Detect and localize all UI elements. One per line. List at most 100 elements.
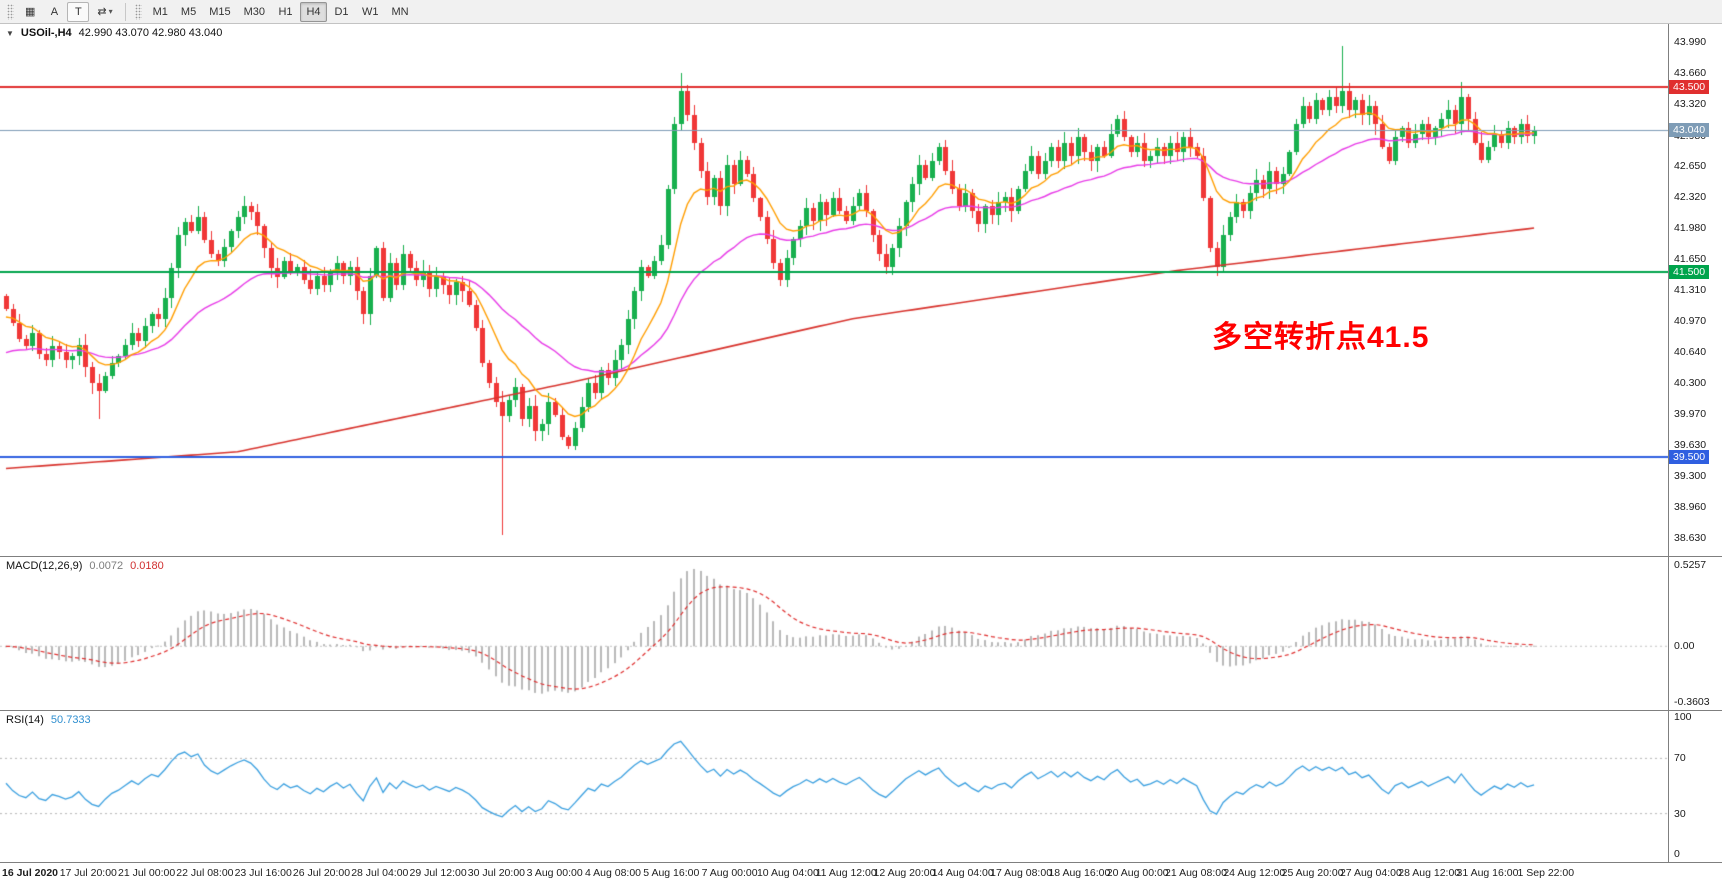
time-axis-label: 17 Aug 08:00 [990,867,1053,879]
macd-title: MACD(12,26,9) 0.0072 0.0180 [6,560,164,572]
macd-axis: 0.5257 0.00 -0.3603 [1668,557,1722,710]
time-axis-label: 21 Jul 00:00 [117,867,176,879]
toolbar-grip[interactable] [7,3,14,20]
rsi-axis-label: 70 [1674,752,1686,765]
price-axis-label: 39.300 [1674,469,1707,482]
price-axis-label: 41.310 [1674,284,1707,296]
price-axis: 43.99043.66043.32042.98042.65042.32041.9… [1668,24,1722,556]
price-badge: 39.500 [1669,450,1710,465]
chart-title: ▼ USOil-,H4 42.990 43.070 42.980 43.040 [6,27,222,39]
price-axis-label: 40.300 [1674,377,1707,390]
time-axis-label: 5 Aug 16:00 [643,867,700,879]
macd-main-value: 0.0072 [89,560,124,572]
timeframe-button-m1[interactable]: M1 [147,2,174,22]
grid-tool-button[interactable]: ▦ [19,2,41,22]
time-axis-label: 27 Aug 04:00 [1339,867,1402,879]
panel-divider[interactable] [0,556,1722,557]
macd-signal-value: 0.0180 [130,560,164,572]
timeframe-bar-grip[interactable] [134,3,142,20]
macd-panel: MACD(12,26,9) 0.0072 0.0180 0.5257 0.00 -0… [0,557,1722,710]
time-axis-label: 18 Aug 16:00 [1048,867,1111,879]
price-axis-label: 43.660 [1674,66,1707,79]
time-axis-label: 10 Aug 04:00 [756,867,819,879]
price-axis-label: 40.640 [1674,345,1707,358]
rsi-title: RSI(14) 50.7333 [6,714,91,726]
toolbar-separator [124,2,126,21]
rsi-canvas[interactable] [0,711,1668,862]
timeframe-button-w1[interactable]: W1 [356,2,385,22]
time-axis-label: 21 Aug 08:00 [1165,867,1227,879]
template-tool-button[interactable]: T [67,1,90,22]
time-axis-label: 26 Jul 20:00 [292,867,351,879]
panel-divider[interactable] [0,710,1722,711]
rsi-axis-label: 100 [1674,711,1692,723]
rsi-axis: 100 70 30 0 [1668,711,1722,862]
time-axis-label: 7 Aug 00:00 [701,867,758,879]
rsi-panel: RSI(14) 50.7333 100 70 30 0 [0,711,1722,862]
macd-axis-label: 0.00 [1674,640,1695,653]
price-axis-label: 39.630 [1674,439,1707,452]
time-axis-label: 16 Jul 2020 [1,867,59,879]
grid-icon: ▦ [25,6,36,18]
timeframe-bar: M1 M5 M15 M30 H1 H4 D1 W1 MN [147,1,415,22]
price-axis-label: 42.320 [1674,190,1707,203]
symbol-label: USOil-,H4 [20,27,72,39]
rsi-label: RSI(14) [6,714,44,726]
price-axis-label: 41.650 [1674,252,1707,265]
timeframe-button-m5[interactable]: M5 [175,2,202,22]
price-axis-label: 39.970 [1674,407,1707,420]
text-label-tool-button[interactable]: A [43,2,65,22]
price-axis-label: 38.960 [1674,501,1707,514]
ohlc-values: 42.990 43.070 42.980 43.040 [78,27,223,39]
time-axis-label: 3 Aug 00:00 [526,867,583,879]
price-axis-label: 43.990 [1674,36,1707,49]
time-axis-label: 28 Aug 12:00 [1398,867,1461,879]
price-badge: 43.040 [1669,123,1710,138]
timeframe-button-m30[interactable]: M30 [238,2,271,22]
price-badge: 41.500 [1669,265,1710,280]
price-axis-label: 42.650 [1674,160,1707,173]
arrows-icon: ⇄ [97,6,107,18]
macd-axis-label: 0.5257 [1674,559,1707,571]
timeframe-button-h4[interactable]: H4 [300,1,328,22]
timeframe-button-mn[interactable]: MN [386,2,415,22]
time-axis: 16 Jul 2020 17 Jul 20:00 21 Jul 00:00 22 Ju… [0,863,1722,890]
toolbar: ▦ A T ⇄ ▾ M1 M5 M15 M30 H1 H4 D1 W1 MN [0,0,1722,24]
time-axis-label: 29 Jul 12:00 [409,867,467,879]
time-axis-label: 30 Jul 20:00 [467,867,525,879]
rsi-axis-label: 0 [1674,848,1680,860]
main-chart-panel: ▼ USOil-,H4 42.990 43.070 42.980 43.040 … [0,24,1722,556]
price-axis-label: 38.630 [1674,531,1707,544]
time-axis-label: 28 Jul 04:00 [351,867,409,879]
price-badge: 43.500 [1669,80,1710,95]
time-axis-label: 31 Aug 16:00 [1456,867,1519,879]
macd-canvas[interactable] [0,557,1668,710]
panel-divider [0,862,1722,863]
time-axis-label: 12 Aug 20:00 [873,867,936,879]
caret-down-icon: ▾ [108,7,113,16]
time-axis-label: 1 Sep 22:00 [1517,867,1575,879]
macd-label: MACD(12,26,9) [6,560,83,572]
rsi-axis-label: 30 [1674,807,1686,820]
macd-axis-label: -0.3603 [1674,696,1710,708]
time-axis-label: 17 Jul 20:00 [59,867,117,879]
collapse-icon[interactable]: ▼ [6,28,14,38]
time-axis-label: 22 Jul 08:00 [176,867,234,879]
timeframe-button-m15[interactable]: M15 [203,2,236,22]
indicators-button[interactable]: ⇄ ▾ [91,2,118,22]
time-axis-label: 23 Jul 16:00 [234,867,292,879]
time-axis-label: 4 Aug 08:00 [584,867,642,879]
timeframe-button-h1[interactable]: H1 [272,2,299,22]
time-axis-label: 11 Aug 12:00 [815,867,877,879]
chart-annotation: 多空转折点41.5 [1212,321,1430,354]
timeframe-button-d1[interactable]: D1 [328,2,355,22]
time-axis-label: 14 Aug 04:00 [931,867,994,879]
rsi-value: 50.7333 [50,714,91,726]
price-axis-label: 43.320 [1674,98,1707,111]
main-chart-canvas[interactable] [0,24,1668,556]
time-axis-label: 24 Aug 12:00 [1223,867,1286,879]
price-axis-label: 41.980 [1674,222,1707,235]
time-axis-label: 25 Aug 20:00 [1281,867,1344,879]
price-axis-label: 40.970 [1674,315,1707,328]
